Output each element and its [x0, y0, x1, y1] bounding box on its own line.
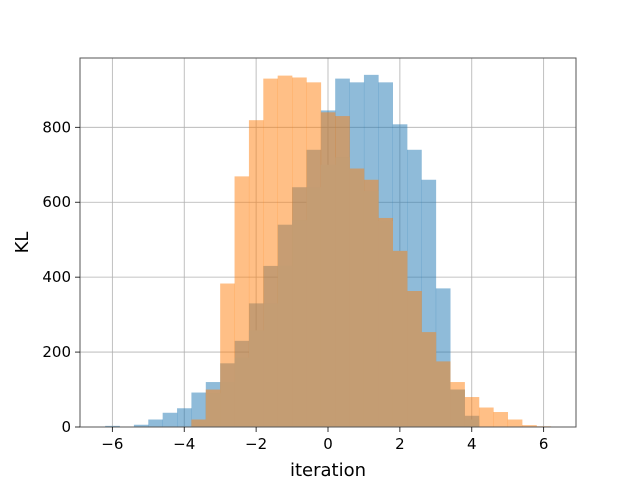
histogram-bar	[248, 330, 264, 427]
x-tick-label: −4	[173, 435, 195, 453]
y-tick-label: 0	[61, 418, 71, 436]
x-axis-ticks: −6 −4 −2 0 2 4 6	[101, 427, 548, 453]
histogram-bars	[105, 74, 552, 428]
x-tick-label: −2	[245, 435, 267, 453]
histogram-bar	[450, 389, 465, 427]
histogram-bar	[263, 303, 278, 427]
x-tick-label: 0	[323, 435, 333, 453]
histogram-bar	[133, 424, 149, 427]
histogram-bar	[478, 407, 494, 427]
histogram-bar	[320, 164, 336, 428]
y-axis-ticks: 0 200 400 600 800	[42, 118, 80, 436]
histogram-bar	[435, 361, 451, 427]
histogram-bar	[306, 187, 322, 427]
histogram-bar	[421, 332, 437, 427]
x-tick-label: 6	[539, 435, 549, 453]
y-tick-label: 800	[42, 118, 71, 136]
histogram-bar	[392, 250, 408, 427]
histogram-bar	[177, 408, 192, 427]
histogram-bar	[148, 419, 163, 427]
histogram-bar	[277, 265, 293, 427]
histogram-bar	[407, 291, 422, 427]
x-axis-label: iteration	[290, 460, 366, 480]
histogram-bar	[335, 157, 350, 427]
y-tick-label: 400	[42, 268, 71, 286]
histogram-bar	[378, 220, 393, 427]
histogram-bar	[220, 382, 235, 427]
histogram-bar	[493, 412, 509, 427]
histogram-bar	[105, 425, 120, 427]
y-axis-label: KL	[12, 232, 33, 254]
histogram-bar	[507, 419, 523, 427]
histogram-bar	[292, 220, 307, 427]
histogram-bar	[363, 190, 379, 427]
histogram-bar	[522, 425, 537, 427]
histogram-bar	[464, 419, 480, 427]
histogram-bar	[191, 392, 207, 427]
x-tick-label: 4	[467, 435, 477, 453]
x-tick-label: 2	[395, 435, 405, 453]
histogram-bar	[162, 412, 178, 427]
histogram-bar	[349, 169, 365, 427]
histogram-bar	[234, 357, 250, 427]
histogram-bar	[191, 419, 207, 427]
histogram-bar	[205, 393, 221, 427]
y-tick-label: 200	[42, 343, 71, 361]
y-tick-label: 600	[42, 193, 71, 211]
x-tick-label: −6	[101, 435, 123, 453]
